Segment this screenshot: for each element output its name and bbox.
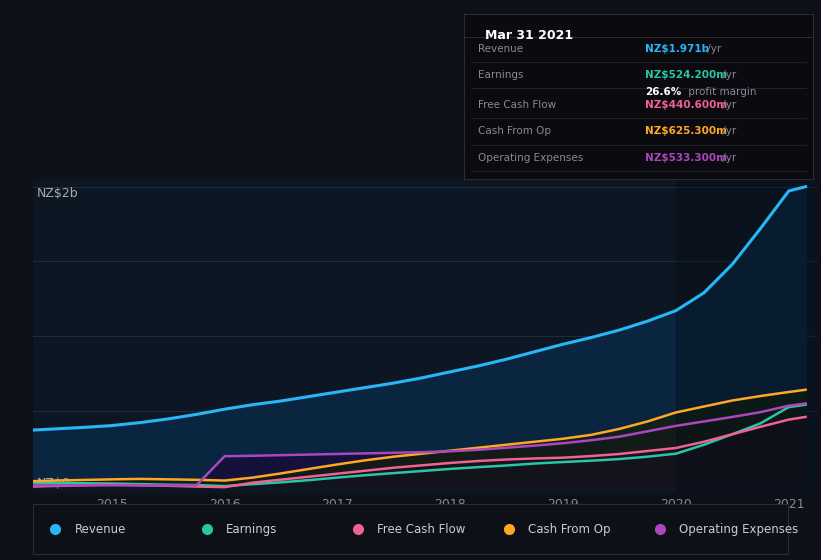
Text: NZ$625.300m: NZ$625.300m — [645, 127, 727, 136]
Text: Cash From Op: Cash From Op — [528, 522, 610, 536]
Text: Mar 31 2021: Mar 31 2021 — [484, 29, 573, 42]
Text: Earnings: Earnings — [478, 70, 523, 80]
Text: Revenue: Revenue — [478, 44, 523, 54]
Text: NZ$1.971b: NZ$1.971b — [645, 44, 709, 54]
Text: Revenue: Revenue — [75, 522, 126, 536]
Bar — [676, 179, 817, 493]
Text: NZ$2b: NZ$2b — [37, 187, 78, 200]
Text: Operating Expenses: Operating Expenses — [478, 153, 583, 163]
Text: Free Cash Flow: Free Cash Flow — [377, 522, 465, 536]
Text: /yr: /yr — [719, 153, 736, 163]
Text: Cash From Op: Cash From Op — [478, 127, 551, 136]
Text: /yr: /yr — [704, 44, 721, 54]
Text: /yr: /yr — [719, 100, 736, 110]
Text: NZ$0: NZ$0 — [37, 477, 71, 489]
Text: profit margin: profit margin — [686, 87, 757, 97]
Text: Operating Expenses: Operating Expenses — [679, 522, 798, 536]
Text: /yr: /yr — [719, 127, 736, 136]
Text: Earnings: Earnings — [226, 522, 277, 536]
Text: Free Cash Flow: Free Cash Flow — [478, 100, 556, 110]
Text: NZ$440.600m: NZ$440.600m — [645, 100, 727, 110]
Text: NZ$533.300m: NZ$533.300m — [645, 153, 727, 163]
Text: /yr: /yr — [719, 70, 736, 80]
Text: NZ$524.200m: NZ$524.200m — [645, 70, 727, 80]
Text: 26.6%: 26.6% — [645, 87, 681, 97]
